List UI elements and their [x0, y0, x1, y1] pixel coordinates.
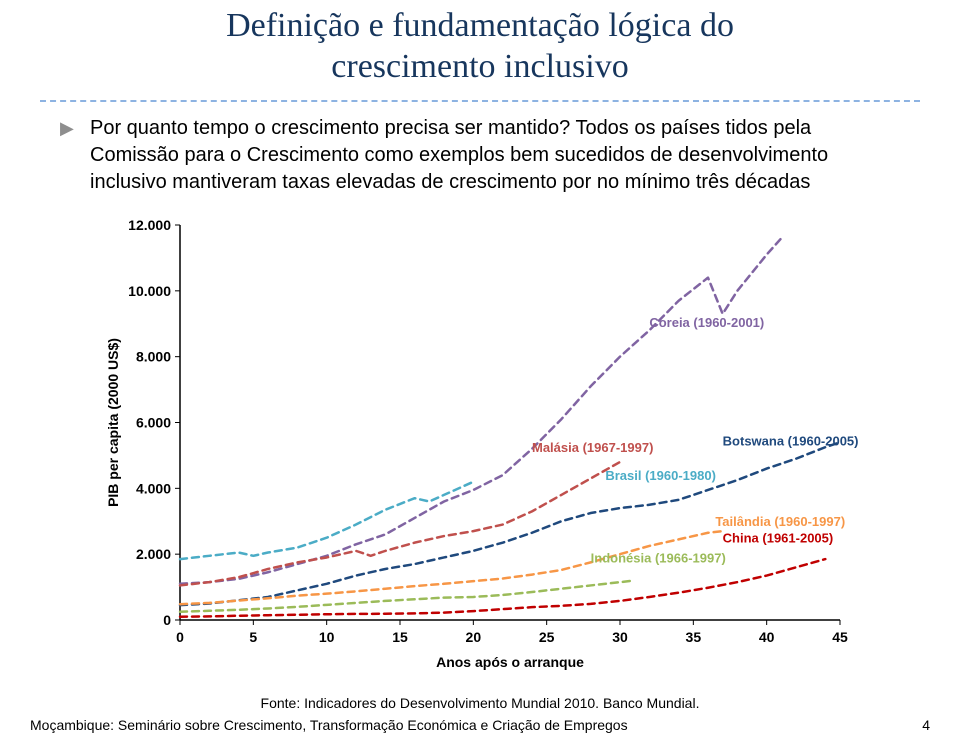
svg-text:4.000: 4.000 [136, 480, 171, 496]
chart-svg: 0 2.000 4.000 6.000 8.000 10.000 12.000 0 5 10 15 2… [100, 215, 860, 675]
svg-text:0: 0 [176, 629, 184, 645]
svg-text:15: 15 [392, 629, 408, 645]
svg-text:Malásia (1967-1997): Malásia (1967-1997) [532, 440, 653, 455]
svg-text:20: 20 [466, 629, 482, 645]
svg-text:25: 25 [539, 629, 555, 645]
footer-text: Moçambique: Seminário sobre Crescimento,… [30, 717, 628, 733]
svg-text:10.000: 10.000 [128, 283, 171, 299]
svg-text:40: 40 [759, 629, 775, 645]
slide: Definição e fundamentação lógica do cres… [0, 0, 960, 739]
divider [40, 100, 920, 102]
title-line-2: crescimento inclusivo [331, 48, 628, 85]
source-text: Fonte: Indicadores do Desenvolvimento Mu… [0, 695, 960, 711]
svg-text:6.000: 6.000 [136, 415, 171, 431]
svg-text:5: 5 [249, 629, 257, 645]
bullet-text: Por quanto tempo o crescimento precisa s… [90, 115, 890, 196]
svg-text:10: 10 [319, 629, 335, 645]
svg-text:Tailândia (1960-1997): Tailândia (1960-1997) [715, 514, 845, 529]
svg-text:8.000: 8.000 [136, 349, 171, 365]
svg-text:Indonésia (1966-1997): Indonésia (1966-1997) [591, 550, 726, 565]
svg-text:30: 30 [612, 629, 628, 645]
svg-text:Coreia (1960-2001): Coreia (1960-2001) [649, 315, 764, 330]
svg-text:2.000: 2.000 [136, 546, 171, 562]
svg-text:PIB per capita (2000 US$): PIB per capita (2000 US$) [105, 338, 121, 507]
svg-text:35: 35 [686, 629, 702, 645]
svg-text:12.000: 12.000 [128, 217, 171, 233]
slide-title: Definição e fundamentação lógica do cres… [0, 6, 960, 88]
svg-text:China (1961-2005): China (1961-2005) [723, 531, 834, 546]
svg-text:45: 45 [832, 629, 848, 645]
page-number: 4 [922, 717, 930, 733]
bullet-icon: ▶ [60, 118, 74, 139]
chart: 0 2.000 4.000 6.000 8.000 10.000 12.000 0 5 10 15 2… [100, 215, 860, 675]
svg-text:Botswana (1960-2005): Botswana (1960-2005) [723, 434, 859, 449]
svg-text:Anos após o arranque: Anos após o arranque [436, 654, 584, 670]
title-line-1: Definição e fundamentação lógica do [226, 7, 734, 44]
svg-text:0: 0 [163, 612, 171, 628]
svg-text:Brasil (1960-1980): Brasil (1960-1980) [605, 468, 716, 483]
